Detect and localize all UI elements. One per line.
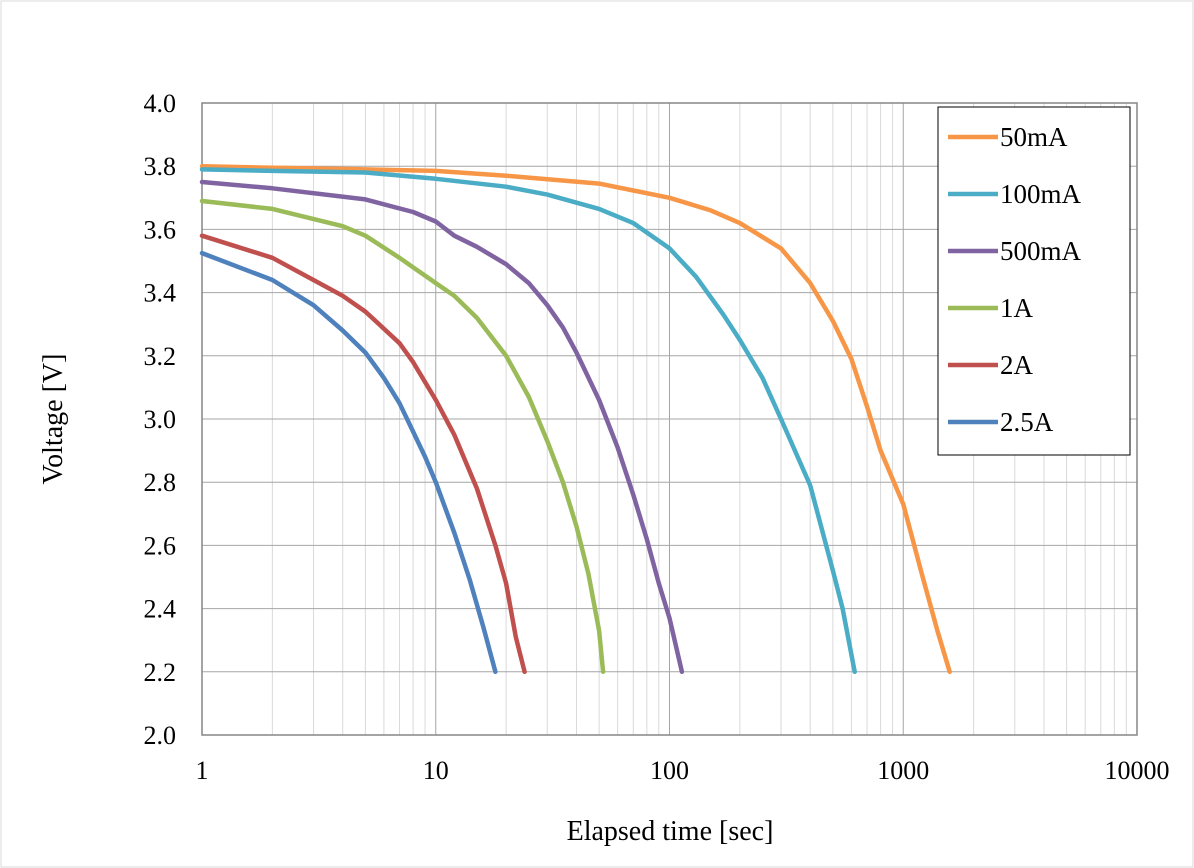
x-tick-label: 1000 xyxy=(877,756,929,785)
y-tick-label: 2.6 xyxy=(144,531,177,560)
x-tick-label: 10 xyxy=(423,756,449,785)
y-tick-label: 3.6 xyxy=(144,215,177,244)
y-tick-label: 2.8 xyxy=(144,468,177,497)
series-line-2.5A xyxy=(199,250,498,675)
series-line-1A xyxy=(199,198,606,675)
legend-label: 100mA xyxy=(1000,179,1082,209)
y-axis-title: Voltage [V] xyxy=(38,354,69,485)
y-tick-label: 2.2 xyxy=(144,658,177,687)
y-tick-label: 3.0 xyxy=(144,405,177,434)
legend-label: 500mA xyxy=(1000,236,1082,266)
legend-box xyxy=(937,106,1131,456)
y-tick-label: 3.4 xyxy=(144,279,177,308)
legend-label: 50mA xyxy=(1000,122,1068,152)
legend-label: 1A xyxy=(1000,293,1034,323)
series-line-100mA xyxy=(199,167,857,675)
x-axis-title: Elapsed time [sec] xyxy=(567,816,774,847)
series-lines xyxy=(199,163,952,675)
series-line-2A xyxy=(199,233,527,675)
x-tick-label: 1 xyxy=(196,756,209,785)
y-tick-label: 2.0 xyxy=(144,721,177,750)
series-line-500mA xyxy=(199,179,685,675)
y-tick-label: 2.4 xyxy=(144,595,177,624)
y-tick-label: 3.2 xyxy=(144,342,177,371)
series-line-50mA xyxy=(199,163,952,675)
y-tick-label: 3.8 xyxy=(144,152,177,181)
y-tick-label: 4.0 xyxy=(144,89,177,118)
x-tick-label: 10000 xyxy=(1105,756,1170,785)
grid xyxy=(201,102,1138,736)
x-tick-label: 100 xyxy=(650,756,689,785)
legend: 50mA 100mA 500mA 1A 2A 2.5A xyxy=(937,106,1131,456)
tick-labels: 1 10 100 1000 10000 2.0 2.2 2.4 2.6 2.8 3.0 3.2 3.4 3… xyxy=(144,89,1170,785)
legend-label: 2A xyxy=(1000,350,1034,380)
legend-label: 2.5A xyxy=(1000,407,1054,437)
plot-area-border xyxy=(201,102,1138,736)
